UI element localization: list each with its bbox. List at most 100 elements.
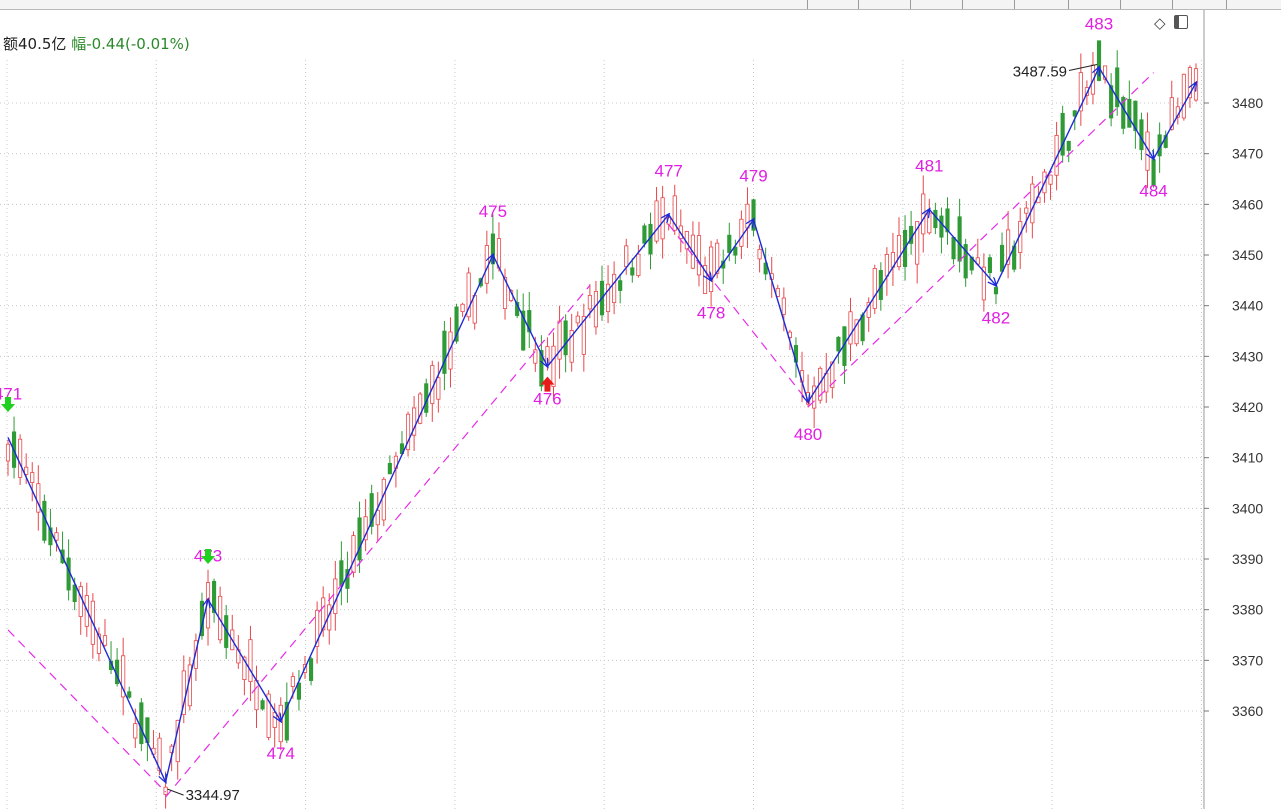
price-axis-label: 3400 (1232, 500, 1263, 516)
candle-body (254, 679, 259, 711)
wave-label: 484 (1139, 182, 1167, 201)
candle-body (775, 288, 780, 297)
candle-body (418, 393, 423, 424)
toolbar-button[interactable] (1172, 0, 1173, 9)
toolbar-button[interactable] (1014, 0, 1015, 9)
wave-label: 477 (654, 161, 682, 180)
price-axis-label: 3430 (1232, 348, 1263, 364)
candle-body (587, 295, 592, 310)
candle-body (278, 704, 283, 743)
change-label: 幅 (71, 35, 87, 53)
candle-body (369, 493, 374, 527)
wave-segment (710, 220, 753, 281)
candle-body (127, 691, 132, 698)
candle-body (709, 246, 714, 293)
candle-body (472, 294, 477, 324)
candle-body (751, 199, 756, 231)
candle-body (133, 723, 138, 739)
wave-label: 475 (479, 202, 507, 221)
channel-line (7, 629, 167, 793)
candle-body (157, 737, 162, 772)
candle-body (242, 656, 247, 680)
candle-body (1103, 65, 1108, 80)
candle-body (5, 443, 11, 462)
candle-body (248, 639, 253, 683)
candle-body (999, 244, 1005, 272)
candle-body (1163, 135, 1168, 148)
toolbar-button[interactable] (1226, 0, 1227, 9)
signals (1, 376, 555, 564)
candle-body (605, 283, 611, 313)
candle-body (502, 276, 508, 310)
toolbar-button[interactable] (910, 0, 911, 9)
wave-segment (7, 437, 166, 782)
candle-body (860, 314, 865, 342)
sell-signal-arrow-icon (1, 397, 15, 412)
candle-body (412, 407, 417, 436)
candle-body (872, 268, 877, 309)
candle-body (121, 655, 126, 698)
candle-body (296, 682, 302, 700)
candle-body (696, 235, 702, 276)
price-axis-label: 3460 (1232, 196, 1263, 212)
candle-body (896, 234, 902, 268)
candle-body (181, 670, 186, 716)
candle-body (212, 580, 217, 613)
candle-body (666, 217, 671, 225)
candle-body (1048, 174, 1053, 185)
candle-body (987, 257, 992, 273)
wave-lines (7, 68, 1196, 782)
candle-body (351, 535, 356, 573)
price-axis-label: 3380 (1232, 602, 1263, 618)
wave-segment (546, 214, 668, 367)
candle-body (1127, 98, 1132, 128)
candle-body (993, 287, 999, 295)
candle-body (915, 221, 920, 265)
candle-body (1109, 85, 1114, 119)
candle-body (745, 203, 750, 229)
price-annotation: 3344.97 (186, 787, 240, 804)
wave-label: 482 (982, 308, 1010, 327)
price-annotation: 3487.59 (1013, 64, 1067, 81)
wave-segment (1152, 83, 1196, 160)
candle-body (921, 193, 926, 235)
toolbar-button[interactable] (1120, 0, 1121, 9)
candle-body (1121, 97, 1126, 129)
candle-body (1060, 112, 1065, 156)
wave-label: 474 (267, 744, 295, 763)
price-axis-label: 3420 (1232, 399, 1263, 415)
channel-line (668, 224, 809, 403)
toolbar-button[interactable] (1068, 0, 1069, 9)
toolbar-button[interactable] (962, 0, 963, 9)
price-axis-label: 3480 (1232, 95, 1263, 111)
candle-body (363, 516, 368, 541)
candles (5, 40, 1199, 809)
candle-body (521, 310, 526, 351)
wave-segment (752, 219, 809, 402)
candle-body (593, 290, 599, 328)
candle-body (927, 212, 932, 234)
candle-body (333, 578, 338, 614)
candle-body (551, 345, 556, 387)
panel-icon[interactable] (1174, 15, 1189, 29)
candle-body (175, 720, 180, 763)
candle-body (533, 349, 538, 364)
sell-signal-arrow-icon (201, 549, 216, 564)
candle-body (866, 301, 871, 318)
candle-body (290, 676, 295, 687)
candle-body (1169, 97, 1174, 130)
wave-label: 476 (533, 389, 561, 408)
candle-body (490, 233, 495, 265)
toolbar-button[interactable] (858, 0, 859, 9)
candle-body (854, 319, 859, 345)
candle-body (48, 527, 53, 546)
toolbar-button[interactable] (807, 0, 808, 9)
candle-body (1078, 72, 1083, 112)
candle-body (272, 712, 277, 728)
wave-segment (928, 208, 996, 285)
candle-body (308, 658, 314, 681)
candle-body (636, 253, 641, 277)
candle-body (727, 234, 732, 254)
candle-body (757, 248, 762, 260)
diamond-icon[interactable]: ◇ (1154, 14, 1166, 32)
